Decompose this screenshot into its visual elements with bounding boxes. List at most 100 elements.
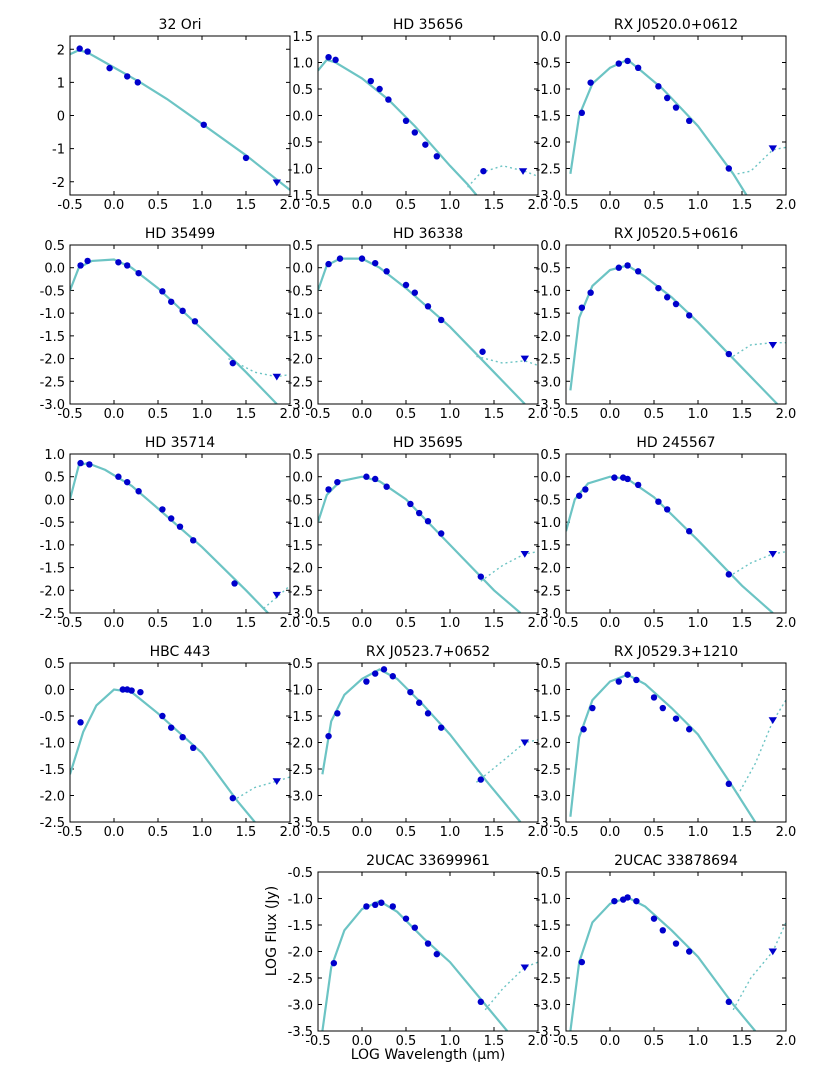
photometry-point (634, 64, 642, 72)
panel-title: HD 35499 (145, 226, 215, 242)
photometry-point (664, 294, 671, 301)
y-tick-label: 1.0 (44, 448, 65, 463)
x-tick-label: -0.5 (305, 825, 330, 840)
y-tick-label: -2.0 (40, 584, 65, 599)
photometry-point (633, 676, 640, 684)
y-tick-label: -2.5 (536, 584, 561, 599)
photometry-point (77, 262, 84, 269)
y-tick-label: -1.0 (536, 893, 561, 908)
x-tick-label: 1.5 (732, 616, 753, 631)
photometry-point (664, 506, 671, 513)
y-tick-label: -2.5 (288, 375, 313, 390)
photometry-point (438, 530, 445, 537)
photometry-point (725, 571, 732, 578)
photometry-point (159, 506, 166, 513)
y-tick-label: 0.0 (540, 471, 561, 486)
photometry-point (650, 694, 658, 701)
excess-model-line (232, 776, 290, 802)
x-tick-label: 1.0 (440, 1034, 461, 1049)
photometry-point (615, 60, 622, 67)
y-tick-label: 0.0 (44, 262, 65, 277)
x-tick-label: 1.5 (732, 407, 753, 422)
y-tick-label: 0.0 (292, 110, 313, 125)
x-tick-label: 0.0 (600, 1034, 621, 1049)
photometry-point (578, 109, 586, 117)
photometry-point (411, 924, 418, 931)
photometry-point (76, 45, 83, 52)
photometry-point (580, 726, 587, 733)
photometry-point (190, 537, 197, 544)
photometry-point (124, 73, 131, 80)
photometry-point (77, 459, 84, 467)
y-tick-label: -0.5 (288, 493, 313, 508)
y-tick-label: -2.0 (536, 737, 561, 752)
photometry-point (372, 259, 379, 267)
y-tick-label: 0.0 (292, 471, 313, 486)
y-tick-label: -0.5 (40, 284, 65, 299)
x-tick-label: 0.0 (352, 616, 373, 631)
photometry-point (587, 79, 594, 86)
x-tick-label: 1.5 (732, 825, 753, 840)
photometry-point (438, 316, 445, 324)
panel-grid: 32 Ori -0.5 0.0 0.5 1.0 1.5 2.0 -2 -1 0 1 2 HD 35656… (40, 17, 797, 1049)
y-tick-label: -0.5 (536, 493, 561, 508)
photometry-point (330, 959, 338, 967)
photometry-point (380, 666, 388, 673)
y-tick-label: -3.0 (536, 999, 561, 1014)
x-tick-label: 2.0 (528, 1034, 549, 1049)
photometry-point (372, 475, 379, 483)
x-tick-label: -0.5 (57, 616, 82, 631)
x-tick-label: 1.5 (236, 825, 257, 840)
photometry-point (402, 117, 410, 125)
photometry-point (135, 488, 142, 495)
x-tick-label: 2.0 (776, 1034, 797, 1049)
x-tick-label: 2.0 (280, 407, 301, 422)
plot-frame (69, 244, 291, 405)
photometry-point (159, 712, 166, 720)
y-tick-label: 1.0 (292, 57, 313, 72)
y-tick-label: -0.5 (288, 136, 313, 151)
y-tick-label: -1.5 (536, 539, 561, 554)
photometry-point (634, 268, 642, 275)
panel-title: HD 245567 (636, 435, 715, 451)
photometry-point (179, 734, 186, 741)
sed-panel: RX J0520.0+0612 -0.5 0.0 0.5 1.0 1.5 2.0 -3.0 -2… (536, 17, 797, 213)
sed-panel: 2UCAC 33699961 -0.5 0.0 0.5 1.0 1.5 2.0 -3.5 -3.… (288, 853, 549, 1049)
photometry-point (272, 778, 281, 785)
photometry-point (128, 687, 135, 694)
plot-frame (565, 662, 787, 823)
photometry-point (611, 897, 618, 905)
x-tick-label: 1.0 (192, 198, 213, 213)
y-tick-label: -0.5 (536, 262, 561, 277)
x-tick-label: 1.0 (440, 198, 461, 213)
x-tick-label: 1.5 (236, 407, 257, 422)
photometry-point (378, 899, 385, 906)
photometry-point (587, 289, 594, 296)
x-tick-label: 0.5 (644, 616, 665, 631)
plot-frame (317, 871, 539, 1032)
y-tick-label: -0.5 (40, 710, 65, 725)
x-tick-label: -0.5 (305, 198, 330, 213)
y-tick-label: -1.0 (288, 893, 313, 908)
y-tick-label: -1.5 (288, 330, 313, 345)
photometry-point (672, 300, 680, 308)
panel-title: HD 35714 (145, 435, 215, 451)
photometry-point (624, 57, 631, 65)
plot-frame (69, 662, 291, 823)
y-tick-label: -2.5 (40, 607, 65, 622)
y-tick-label: -1.0 (536, 284, 561, 299)
x-tick-label: -0.5 (553, 407, 578, 422)
x-axis-label: LOG Wavelength (μm) (351, 1047, 506, 1063)
y-tick-label: -1.0 (536, 83, 561, 98)
photometry-point (84, 257, 91, 265)
photometry-point (383, 483, 390, 490)
x-tick-label: 0.0 (600, 198, 621, 213)
panel-title: 32 Ori (159, 17, 202, 33)
photometry-point (655, 498, 662, 505)
photometry-point (768, 342, 777, 349)
y-tick-label: -2.0 (40, 790, 65, 805)
photometry-point (407, 500, 414, 508)
photometry-point (725, 998, 732, 1006)
y-tick-label: 1 (57, 76, 65, 91)
y-tick-label: -0.5 (40, 516, 65, 531)
